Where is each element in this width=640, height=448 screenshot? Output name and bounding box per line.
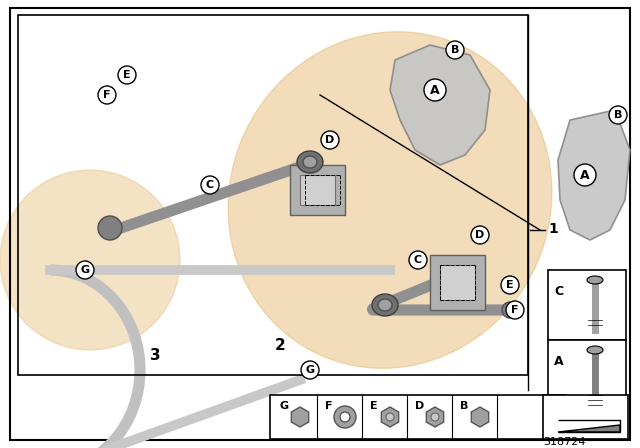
Bar xyxy=(300,175,335,205)
Text: A: A xyxy=(580,168,590,181)
Bar xyxy=(548,270,626,340)
Bar xyxy=(270,395,565,439)
Text: E: E xyxy=(123,70,131,80)
Polygon shape xyxy=(558,110,630,240)
Circle shape xyxy=(334,406,356,428)
Ellipse shape xyxy=(228,32,552,368)
Ellipse shape xyxy=(378,299,392,311)
Text: B: B xyxy=(614,110,622,120)
Text: E: E xyxy=(506,280,514,290)
Text: F: F xyxy=(103,90,111,100)
Circle shape xyxy=(321,131,339,149)
Text: E: E xyxy=(370,401,378,411)
Ellipse shape xyxy=(587,276,603,284)
Text: D: D xyxy=(415,401,424,411)
Bar xyxy=(290,165,345,215)
Text: A: A xyxy=(430,83,440,96)
Ellipse shape xyxy=(303,156,317,168)
Bar xyxy=(18,15,528,375)
Ellipse shape xyxy=(587,346,603,354)
Polygon shape xyxy=(426,407,444,427)
Circle shape xyxy=(471,226,489,244)
Text: A: A xyxy=(554,355,564,368)
Text: 3: 3 xyxy=(150,348,161,363)
Circle shape xyxy=(98,86,116,104)
Circle shape xyxy=(409,251,427,269)
Circle shape xyxy=(431,413,439,421)
Text: C: C xyxy=(414,255,422,265)
Bar xyxy=(430,255,485,310)
Text: 318724: 318724 xyxy=(543,437,586,447)
Circle shape xyxy=(501,276,519,294)
Text: B: B xyxy=(451,45,459,55)
Circle shape xyxy=(446,41,464,59)
Circle shape xyxy=(609,106,627,124)
Bar xyxy=(543,395,628,439)
Text: 1: 1 xyxy=(548,222,557,236)
Polygon shape xyxy=(558,425,620,432)
Text: D: D xyxy=(325,135,335,145)
Circle shape xyxy=(574,164,596,186)
Circle shape xyxy=(386,413,394,421)
Text: G: G xyxy=(81,265,90,275)
Text: G: G xyxy=(280,401,289,411)
Circle shape xyxy=(201,176,219,194)
Polygon shape xyxy=(291,407,308,427)
Circle shape xyxy=(0,170,180,350)
Circle shape xyxy=(301,361,319,379)
Text: D: D xyxy=(476,230,484,240)
Polygon shape xyxy=(471,407,489,427)
Circle shape xyxy=(98,216,122,240)
Circle shape xyxy=(424,79,446,101)
Polygon shape xyxy=(390,45,490,165)
Bar xyxy=(548,340,626,420)
Circle shape xyxy=(506,301,524,319)
Circle shape xyxy=(76,261,94,279)
Text: B: B xyxy=(460,401,468,411)
Text: F: F xyxy=(325,401,333,411)
Ellipse shape xyxy=(297,151,323,173)
Circle shape xyxy=(118,66,136,84)
Text: G: G xyxy=(305,365,315,375)
Text: 2: 2 xyxy=(275,338,285,353)
Ellipse shape xyxy=(372,294,398,316)
Text: C: C xyxy=(206,180,214,190)
Bar xyxy=(440,265,475,300)
Circle shape xyxy=(340,412,350,422)
Text: F: F xyxy=(511,305,519,315)
Circle shape xyxy=(502,302,518,318)
Polygon shape xyxy=(381,407,399,427)
Text: C: C xyxy=(554,285,563,298)
